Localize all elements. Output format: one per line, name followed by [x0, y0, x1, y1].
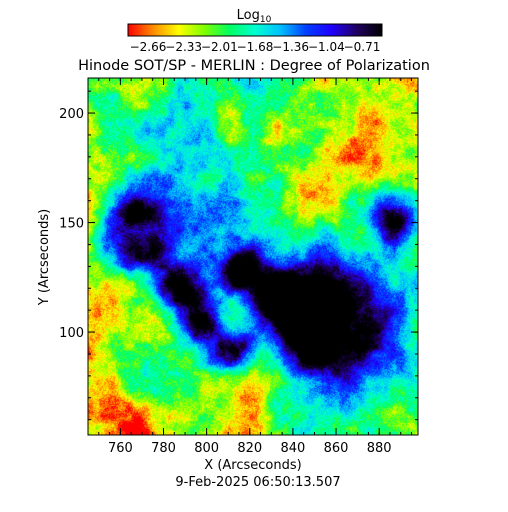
colorbar-tick-label: −2.33: [165, 40, 202, 54]
y-tick-label: 200: [59, 107, 84, 122]
colorbar-tick-label: −1.36: [272, 40, 309, 54]
x-tick-label: 860: [324, 441, 349, 456]
x-axis-ticks: 760 780 800 820 840 860 880: [98, 78, 413, 456]
x-axis-label: X (Arcseconds): [204, 458, 301, 473]
colorbar: [127, 23, 383, 37]
plot-frame: [87, 77, 419, 436]
x-tick-label: 760: [108, 441, 133, 456]
timestamp: 9-Feb-2025 06:50:13.507: [175, 475, 340, 490]
colorbar-tick-label: −1.04: [308, 40, 345, 54]
colorbar-tick-label: −2.01: [201, 40, 238, 54]
colorbar-tick-label: −2.66: [130, 40, 167, 54]
plot-title: Hinode SOT/SP - MERLIN : Degree of Polar…: [78, 58, 430, 74]
colorbar-tick-label: −1.68: [237, 40, 274, 54]
colorbar-ticks: −2.66−2.33−2.01−1.68−1.36−1.04−0.71: [130, 40, 381, 54]
x-tick-label: 780: [151, 441, 176, 456]
colorbar-label-sub: 10: [260, 15, 272, 25]
colorbar-tick-label: −0.71: [344, 40, 381, 54]
colorbar-label-base: Log: [237, 8, 260, 23]
x-tick-label: 800: [194, 441, 219, 456]
y-tick-label: 150: [59, 217, 84, 232]
y-axis-label: Y (Arcseconds): [37, 209, 52, 306]
y-tick-label: 100: [59, 326, 84, 341]
x-tick-label: 820: [237, 441, 262, 456]
y-axis-ticks: 100 150 200: [59, 90, 418, 421]
x-tick-label: 880: [367, 441, 392, 456]
polarization-map: [88, 78, 418, 435]
x-tick-label: 840: [280, 441, 305, 456]
colorbar-label: Log10: [237, 8, 272, 25]
